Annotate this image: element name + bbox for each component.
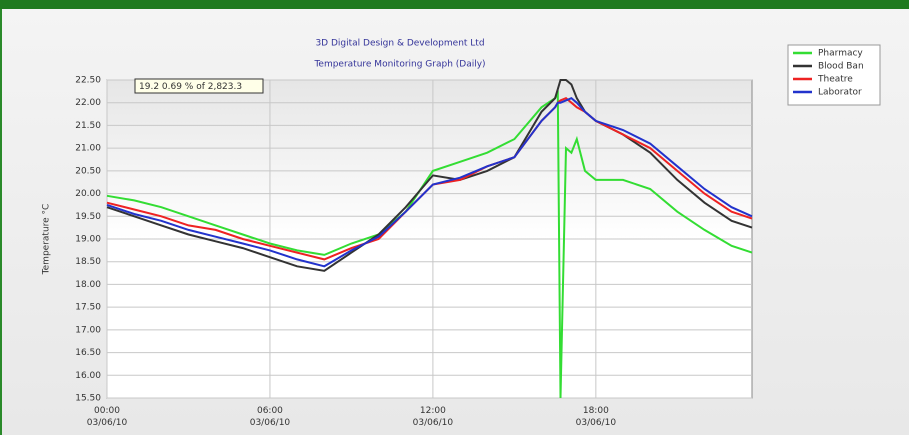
y-axis-label: Temperature °C: [42, 204, 52, 276]
chart-title: 3D Digital Design & Development Ltd: [315, 39, 484, 49]
y-tick-label: 18.00: [75, 280, 101, 290]
x-tick-label: 18:00 03/06/10: [576, 406, 617, 428]
legend-label: Pharmacy: [818, 49, 863, 59]
y-tick-label: 21.50: [75, 121, 101, 131]
y-tick-label: 17.50: [75, 303, 101, 313]
x-tick-label: 06:00 03/06/10: [250, 406, 291, 428]
y-tick-label: 22.00: [75, 98, 101, 108]
y-tick-label: 17.00: [75, 325, 101, 335]
y-tick-label: 20.00: [75, 189, 101, 199]
y-tick-label: 19.50: [75, 212, 101, 222]
x-tick-label: 12:00 03/06/10: [413, 406, 454, 428]
series-line: [106, 89, 753, 399]
left-border: [0, 9, 2, 435]
x-tick-label: 00:00 03/06/10: [87, 406, 128, 428]
series-line: [106, 97, 753, 268]
y-tick-label: 15.50: [75, 394, 101, 404]
y-tick-label: 21.00: [75, 144, 101, 154]
y-tick-label: 18.50: [75, 257, 101, 267]
y-tick-label: 16.50: [75, 348, 101, 358]
chart-subtitle: Temperature Monitoring Graph (Daily): [313, 60, 485, 70]
legend-label: Laborator: [818, 88, 862, 98]
y-tick-label: 19.00: [75, 235, 101, 245]
tooltip-text: 19.2 0.69 % of 2,823.3: [139, 82, 242, 92]
tooltip-box: [134, 78, 264, 94]
y-tick-label: 20.50: [75, 166, 101, 176]
y-tick-label: 22.50: [75, 76, 101, 86]
y-tick-label: 16.00: [75, 371, 101, 381]
top-bar: [0, 0, 909, 9]
legend-label: Theatre: [817, 75, 853, 85]
legend-box: [787, 44, 881, 106]
legend-label: Blood Ban: [818, 62, 864, 72]
